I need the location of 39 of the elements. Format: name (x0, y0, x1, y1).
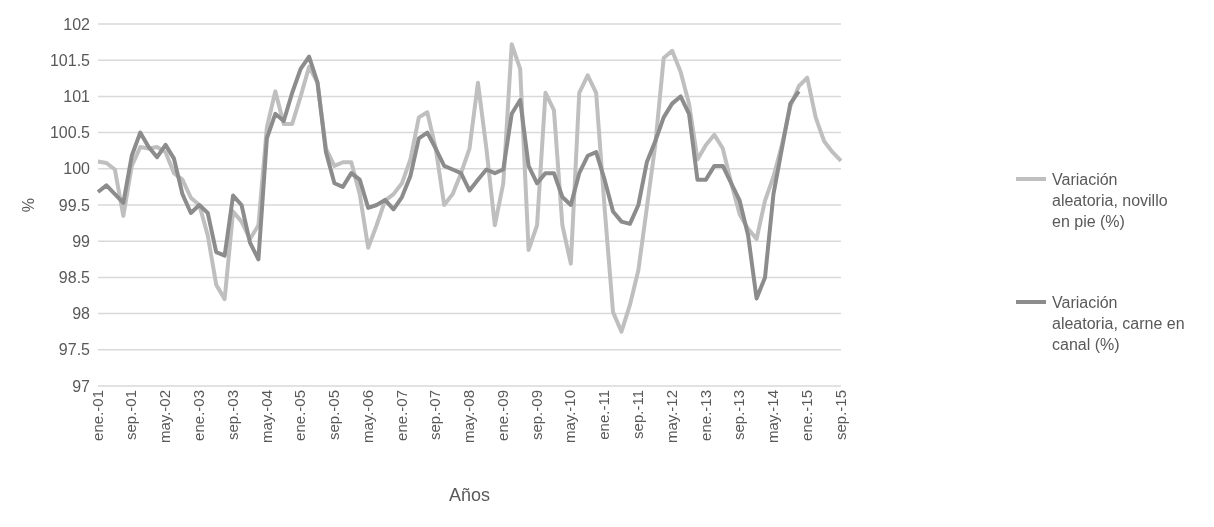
x-axis-title: Años (448, 484, 491, 505)
x-tick-label: ene.-09 (493, 390, 511, 441)
y-tick-label: 99.5 (58, 196, 91, 214)
y-tick-label: 101.5 (49, 51, 91, 69)
x-tick-label: sep.-07 (426, 390, 444, 441)
x-tick-label: ene.-01 (88, 390, 106, 441)
x-tick-label: sep.-01 (122, 390, 140, 441)
x-tick-label: ene.-11 (595, 390, 613, 440)
y-axis-title: % (19, 197, 37, 213)
x-tick-label: may.-06 (358, 390, 376, 444)
y-tick-label: 100.5 (49, 124, 91, 142)
x-tick-label: sep.-09 (527, 390, 545, 441)
y-tick-label: 101 (63, 88, 91, 106)
x-tick-label: may.-10 (561, 390, 579, 444)
y-tick-label: 97.5 (58, 341, 91, 359)
x-tick-label: sep.-03 (223, 390, 241, 441)
x-tick-label: ene.-05 (291, 390, 309, 441)
x-tick-label: ene.-07 (392, 390, 410, 441)
x-tick-label: may.-08 (460, 390, 478, 444)
y-tick-label: 99 (72, 232, 91, 250)
x-tick-label: sep.-13 (730, 390, 748, 441)
y-tick-label: 98 (72, 305, 91, 323)
legend-label: Variación aleatoria, novillo en pie (%) (1052, 170, 1169, 232)
x-tick-label: may.-02 (156, 390, 174, 444)
y-tick-label: 100 (63, 160, 91, 178)
x-tick-label: may.-14 (764, 390, 782, 444)
line-series (96, 54, 801, 301)
x-tick-label: may.-12 (662, 390, 680, 444)
y-tick-label: 97 (72, 377, 91, 395)
x-tick-label: ene.-13 (696, 390, 714, 441)
y-tick-label: 102 (63, 15, 91, 33)
x-tick-label: ene.-03 (189, 390, 207, 441)
legend-label: Variación aleatoria, carne en canal (%) (1052, 293, 1186, 355)
y-tick-label: 98.5 (58, 269, 91, 287)
x-tick-label: sep.-11 (629, 390, 647, 439)
x-tick-label: ene.-15 (797, 390, 815, 441)
x-tick-label: sep.-15 (831, 390, 849, 441)
x-tick-label: sep.-05 (325, 390, 343, 441)
x-tick-label: may.-04 (257, 390, 275, 444)
